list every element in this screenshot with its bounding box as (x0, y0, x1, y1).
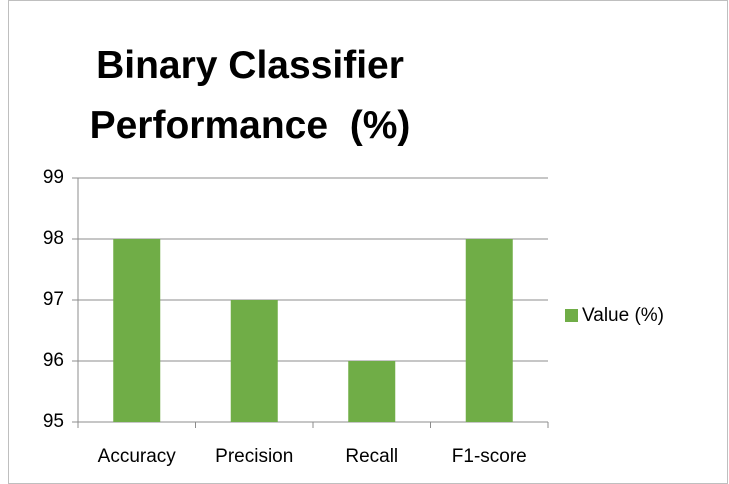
x-tick-label: Accuracy (98, 446, 177, 467)
legend-swatch (565, 309, 578, 322)
bar (465, 239, 513, 422)
legend-label: Value (%) (582, 305, 664, 326)
bar (348, 361, 396, 422)
y-tick-label: 99 (43, 167, 64, 188)
y-tick-label: 96 (43, 350, 64, 371)
y-tick-label: 98 (43, 228, 64, 249)
bar (230, 300, 278, 422)
chart-title: Binary Classifier Performance (%) (89, 44, 415, 147)
x-tick-label: Recall (345, 446, 398, 467)
y-tick-label: 97 (43, 289, 64, 310)
x-tick-label: Precision (215, 446, 293, 467)
bar (113, 239, 161, 422)
y-tick-label: 95 (43, 411, 64, 432)
x-tick-label: F1-score (452, 446, 527, 467)
